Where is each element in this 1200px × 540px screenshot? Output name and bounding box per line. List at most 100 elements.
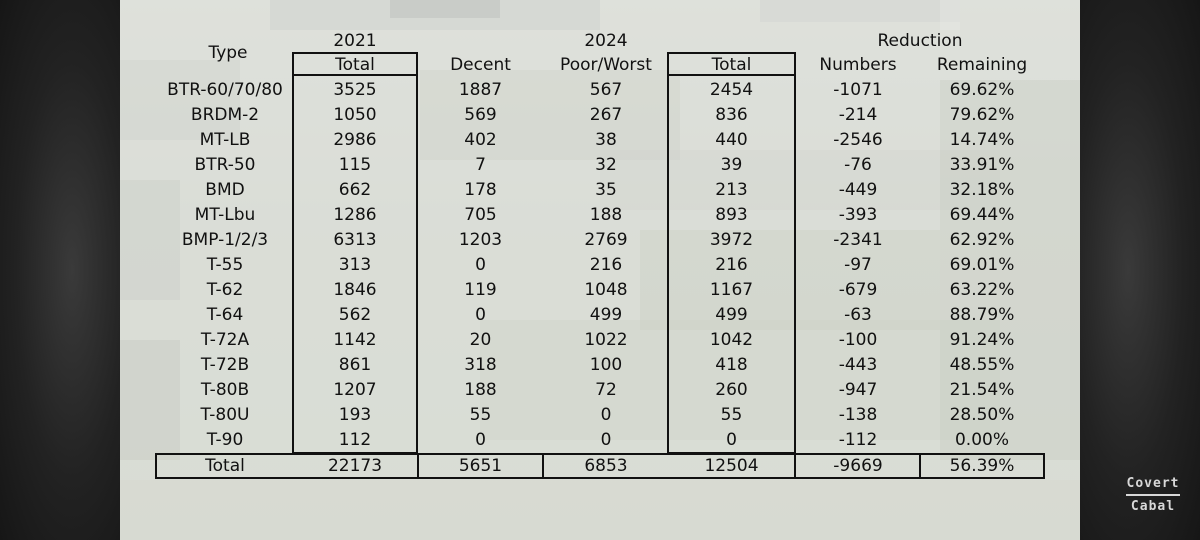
type-cell: T-80B [200,380,250,400]
reduction-numbers-cell: -97 [844,255,872,275]
logo-rifle-icon [1118,491,1188,499]
decent-cell: 55 [469,405,492,425]
total-2021-cell: 562 [338,305,372,325]
total-poor-cell: 6853 [584,456,628,476]
remaining-percent-cell: 69.44% [949,205,1015,225]
remaining-percent-cell: 79.62% [949,105,1015,125]
type-cell: T-90 [206,430,244,450]
poor-worst-cell: 1022 [584,330,628,350]
poor-worst-cell: 0 [600,405,612,425]
reduction-numbers-cell: -76 [844,155,872,175]
type-header: Type [208,43,248,63]
decent-cell: 569 [464,105,497,125]
total-2024-cell: 893 [715,205,748,225]
type-cell: BMP-1/2/3 [181,230,269,250]
decent-cell: 188 [464,380,497,400]
total-remaining-cell: 56.39% [949,456,1015,476]
poor-worst-cell: 267 [589,105,623,125]
total-2024-cell: 39 [720,155,743,175]
total-row-box [155,453,1045,479]
reduction-numbers-cell: -679 [838,280,878,300]
total-2024-cell: 260 [715,380,748,400]
total-2024-cell: 3972 [709,230,754,250]
remaining-percent-cell: 14.74% [949,130,1015,150]
type-cell: MT-Lbu [194,205,256,225]
poor-worst-cell: 0 [600,430,612,450]
poor-worst-cell: 72 [595,380,617,400]
total-2021-cell: 115 [338,155,372,175]
remaining-percent-cell: 91.24% [949,330,1015,350]
type-cell: T-72A [200,330,250,350]
total-2021-cell: 193 [338,405,372,425]
decent-cell: 1203 [458,230,503,250]
total-2024-cell: 213 [715,180,748,200]
right-letterbox [1080,0,1200,540]
total-row-divider [542,453,544,479]
remaining-percent-cell: 69.01% [949,255,1015,275]
reduction-numbers-cell: -1071 [833,80,883,100]
total-2024-cell: 1042 [709,330,754,350]
total-row-divider [794,453,796,479]
type-cell: BTR-60/70/80 [167,80,283,100]
total-2024-cell: 440 [715,130,748,150]
total-row-divider [919,453,921,479]
reduction-numbers-cell: -214 [838,105,878,125]
total-2024-col-header: Total [711,55,752,75]
decent-cell: 402 [464,130,497,150]
remaining-percent-cell: 48.55% [949,355,1015,375]
remaining-percent-cell: 33.91% [949,155,1015,175]
reduction-numbers-cell: -2546 [833,130,883,150]
total-2021-cell: 662 [338,180,372,200]
decent-cell: 178 [464,180,497,200]
remaining-percent-cell: 21.54% [949,380,1015,400]
total-2024-cell: 418 [715,355,748,375]
total-2021-cell: 313 [338,255,372,275]
total-2021-cell: 1142 [333,330,377,350]
decent-cell: 20 [469,330,492,350]
total-type-cell: Total [205,456,245,476]
decent-cell: 7 [475,155,486,175]
total-2021-cell: 22173 [327,456,383,476]
reduction-header: Reduction [877,31,963,51]
reduction-numbers-cell: -393 [838,205,878,225]
type-cell: T-55 [206,255,244,275]
type-cell: BRDM-2 [190,105,260,125]
poor-worst-cell: 100 [589,355,623,375]
type-cell: MT-LB [199,130,251,150]
video-frame-aerial-background [120,0,1080,540]
total-2021-header-underline [292,74,418,76]
remaining-percent-cell: 62.92% [949,230,1015,250]
total-2021-cell: 112 [338,430,372,450]
decent-cell: 1887 [458,80,503,100]
poor-worst-cell: 2769 [584,230,628,250]
total-2024-cell: 2454 [709,80,754,100]
poor-worst-cell: 35 [595,180,617,200]
reduction-numbers-cell: -138 [838,405,878,425]
logo-text-top: Covert [1126,476,1180,491]
total-2024-cell: 55 [720,405,743,425]
poor-worst-cell: 1048 [584,280,628,300]
poor-worst-cell: 32 [595,155,617,175]
total-2021-cell: 6313 [333,230,377,250]
type-cell: T-64 [206,305,244,325]
total-decent-cell: 5651 [458,456,503,476]
year-2021-header: 2021 [333,31,377,51]
total-2024-header-underline [667,74,796,76]
poor-worst-cell: 216 [589,255,623,275]
total-row-divider [417,453,419,479]
total-2021-cell: 1050 [333,105,377,125]
remaining-percent-cell: 28.50% [949,405,1015,425]
logo-text-bottom: Cabal [1130,499,1176,514]
decent-cell: 705 [464,205,497,225]
remaining-percent-cell: 69.62% [949,80,1015,100]
year-2024-header: 2024 [584,31,628,51]
decent-cell: 0 [475,255,486,275]
type-cell: BMD [205,180,245,200]
decent-cell: 318 [464,355,497,375]
reduction-numbers-cell: -947 [838,380,878,400]
total-numbers-cell: -9669 [833,456,883,476]
type-cell: T-62 [206,280,244,300]
type-cell: T-80U [200,405,250,425]
total-2024-cell: 12504 [704,456,759,476]
total-2021-cell: 2986 [333,130,377,150]
